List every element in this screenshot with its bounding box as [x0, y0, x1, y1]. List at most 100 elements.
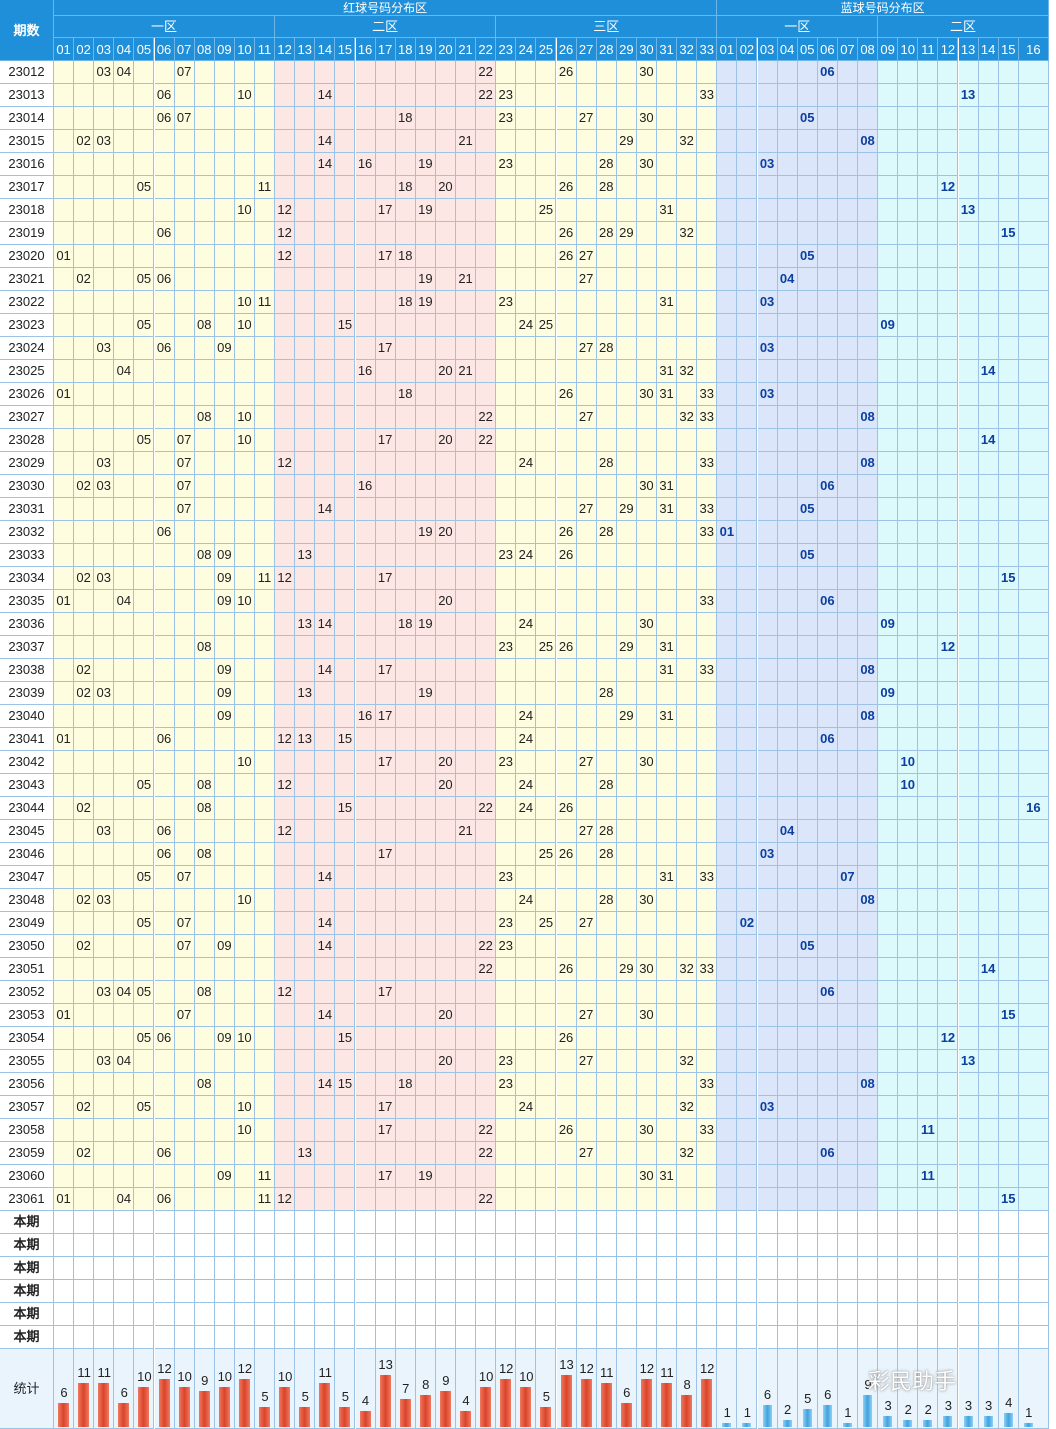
red-grid-cell — [697, 636, 718, 659]
blue-grid-cell — [958, 682, 979, 705]
red-grid-cell — [214, 728, 235, 751]
red-grid-cell — [697, 935, 718, 958]
red-ball-hit: 21 — [456, 130, 477, 153]
blue-grid-cell — [998, 705, 1019, 728]
red-grid-cell — [596, 406, 617, 429]
red-grid-cell — [94, 1188, 115, 1211]
red-grid-cell — [335, 498, 356, 521]
red-grid-cell — [556, 337, 577, 360]
red-grid-cell — [556, 1096, 577, 1119]
blue-grid-cell — [737, 1073, 758, 1096]
red-grid-cell — [576, 452, 597, 475]
future-grid-cell — [978, 1326, 999, 1349]
blue-grid-cell — [958, 544, 979, 567]
blue-grid-cell — [737, 590, 758, 613]
red-grid-cell — [355, 774, 376, 797]
red-grid-cell — [355, 245, 376, 268]
red-grid-cell — [154, 935, 175, 958]
future-grid-cell — [375, 1303, 396, 1326]
red-grid-cell — [295, 130, 316, 153]
blue-grid-cell — [918, 314, 939, 337]
future-grid-cell — [375, 1280, 396, 1303]
red-grid-cell — [214, 774, 235, 797]
red-grid-cell — [234, 797, 255, 820]
red-grid-cell — [114, 613, 135, 636]
red-count-bar — [259, 1407, 270, 1427]
red-grid-cell — [174, 1096, 195, 1119]
blue-grid-cell — [1018, 1073, 1049, 1096]
red-ball-hit: 29 — [616, 958, 637, 981]
red-grid-cell — [596, 797, 617, 820]
blue-ball-hit: 01 — [717, 521, 738, 544]
red-ball-hit: 18 — [395, 291, 416, 314]
red-grid-cell — [94, 544, 115, 567]
blue-grid-cell — [797, 636, 818, 659]
red-grid-cell — [134, 245, 155, 268]
red-grid-cell — [395, 1119, 416, 1142]
red-grid-cell — [536, 176, 557, 199]
blue-grid-cell — [878, 1165, 899, 1188]
period-cell: 23015 — [0, 130, 54, 153]
red-count-bar — [661, 1383, 672, 1427]
red-ball-hit: 05 — [134, 176, 155, 199]
blue-grid-cell — [938, 705, 959, 728]
red-ball-hit: 24 — [516, 452, 537, 475]
blue-grid-cell — [898, 475, 919, 498]
red-grid-cell — [576, 797, 597, 820]
red-grid-cell — [295, 843, 316, 866]
red-grid-cell — [234, 958, 255, 981]
red-grid-cell — [456, 429, 477, 452]
red-ball-hit: 27 — [576, 245, 597, 268]
blue-grid-cell — [797, 866, 818, 889]
red-number-header: 30 — [636, 38, 657, 61]
blue-grid-cell — [918, 866, 939, 889]
red-grid-cell — [234, 61, 255, 84]
red-ball-hit: 02 — [74, 682, 95, 705]
red-ball-hit: 02 — [74, 889, 95, 912]
red-grid-cell — [134, 383, 155, 406]
red-ball-hit: 28 — [596, 452, 617, 475]
blue-number-header: 13 — [958, 38, 979, 61]
future-grid-cell — [898, 1303, 919, 1326]
red-grid-cell — [295, 521, 316, 544]
period-cell: 23042 — [0, 751, 54, 774]
blue-grid-cell — [918, 751, 939, 774]
red-grid-cell — [174, 843, 195, 866]
red-ball-hit: 22 — [476, 935, 497, 958]
blue-count-label: 1 — [844, 1405, 852, 1421]
red-ball-hit: 04 — [114, 360, 135, 383]
red-grid-cell — [335, 935, 356, 958]
red-ball-hit: 03 — [94, 337, 115, 360]
red-count-label: 5 — [542, 1389, 550, 1404]
red-grid-cell — [214, 521, 235, 544]
blue-grid-cell — [938, 1188, 959, 1211]
blue-grid-cell — [737, 406, 758, 429]
red-grid-cell — [154, 1050, 175, 1073]
blue-grid-cell — [777, 705, 798, 728]
blue-grid-cell — [858, 383, 879, 406]
future-grid-cell — [174, 1326, 195, 1349]
red-grid-cell — [556, 1050, 577, 1073]
future-grid-cell — [918, 1303, 939, 1326]
red-number-header: 13 — [295, 38, 316, 61]
blue-grid-cell — [878, 429, 899, 452]
red-grid-cell — [315, 1096, 336, 1119]
future-grid-cell — [978, 1234, 999, 1257]
blue-count-label: 9 — [864, 1376, 872, 1392]
red-grid-cell — [476, 820, 497, 843]
red-grid-cell — [335, 613, 356, 636]
red-grid-cell — [375, 452, 396, 475]
blue-grid-cell — [938, 314, 959, 337]
blue-grid-cell — [717, 314, 738, 337]
red-grid-cell — [295, 107, 316, 130]
red-ball-hit: 26 — [556, 544, 577, 567]
red-grid-cell — [657, 314, 678, 337]
red-grid-cell — [74, 751, 95, 774]
period-cell: 23012 — [0, 61, 54, 84]
future-grid-cell — [315, 1234, 336, 1257]
red-grid-cell — [395, 958, 416, 981]
blue-grid-cell — [757, 107, 778, 130]
red-grid-cell — [616, 337, 637, 360]
blue-grid-cell — [797, 1004, 818, 1027]
red-grid-cell — [315, 544, 336, 567]
